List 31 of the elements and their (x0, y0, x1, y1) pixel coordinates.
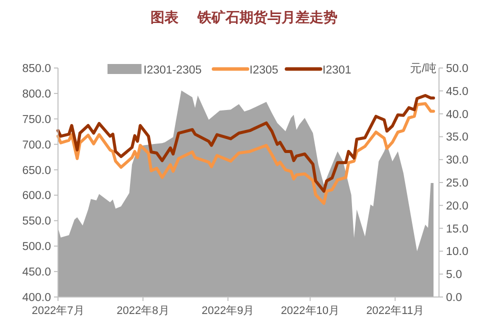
y-tick-label: 500.0 (22, 241, 51, 254)
y2-tick-label: 5.0 (446, 269, 462, 282)
y2-tick-label: 50.0 (446, 63, 468, 75)
y2-tick-label: 35.0 (446, 132, 468, 144)
y-tick-label: 700.0 (22, 139, 51, 152)
y2-tick-label: 30.0 (446, 154, 468, 167)
y-tick-label: 400.0 (22, 292, 51, 304)
y-tick-label: 750.0 (22, 114, 51, 126)
legend-label: I2305 (250, 64, 278, 76)
y-tick-label: 850.0 (22, 63, 51, 75)
legend-label: I2301 (322, 64, 352, 76)
y2-tick-label: 20.0 (446, 200, 468, 212)
y2-tick-label: 40.0 (446, 108, 468, 121)
y2-tick-label: 0.0 (446, 292, 462, 304)
y-tick-label: 600.0 (22, 190, 51, 202)
y-tick-label: 650.0 (22, 164, 51, 177)
legend-label: I2301-2305 (144, 64, 202, 76)
y2-axis-title: 元/吨 (410, 62, 437, 75)
y-tick-label: 800.0 (22, 88, 51, 100)
x-tick-label: 2022年7月 (32, 305, 84, 317)
x-tick-label: 2022年8月 (116, 305, 170, 317)
x-tick-label: 2022年10月 (280, 305, 340, 317)
chart-title: 图表 铁矿石期货与月差走势 (150, 9, 338, 25)
y2-tick-label: 10.0 (446, 246, 468, 258)
x-tick-label: 2022年9月 (202, 305, 254, 317)
y2-tick-label: 15.0 (446, 223, 468, 236)
y2-tick-label: 25.0 (446, 178, 468, 190)
x-tick-label: 2022年11月 (366, 305, 424, 317)
y-tick-label: 550.0 (22, 216, 51, 228)
y-tick-label: 450.0 (22, 266, 51, 279)
y2-tick-label: 45.0 (446, 86, 468, 98)
